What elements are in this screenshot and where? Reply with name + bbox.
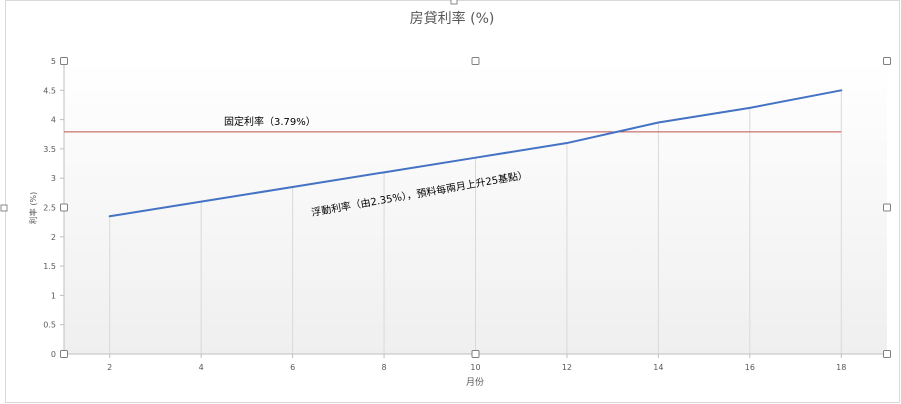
x-tick-label: 2 [107,363,112,372]
y-axis-label: 利率 (%) [28,192,38,224]
y-tick-label: 0.5 [43,321,56,330]
x-tick-labels: 2 4 6 8 10 12 14 16 18 [107,354,846,372]
frame-handle-top[interactable] [450,0,458,5]
fixed-rate-annotation: 固定利率（3.79%） [224,115,316,128]
x-tick-label: 12 [562,363,572,372]
x-tick-label: 6 [290,363,295,372]
y-tick-label: 3.5 [43,145,56,154]
resize-handle[interactable] [60,57,68,65]
y-tick-label: 4 [51,116,56,125]
y-tick-label: 2.5 [43,204,56,213]
vertical-gridlines [109,90,842,354]
resize-handle[interactable] [471,57,480,65]
selection-handles[interactable] [60,57,891,358]
x-axis-label: 月份 [466,376,484,388]
y-tick-label: 4.5 [43,86,56,95]
resize-handle[interactable] [883,350,891,358]
resize-handle[interactable] [883,57,891,65]
frame-handle-left[interactable] [0,204,8,212]
x-tick-label: 18 [836,363,846,372]
chart-title: 房貸利率 (%) [410,10,495,27]
series-group [108,89,843,218]
x-tick-label: 8 [382,363,387,372]
y-tick-label: 2 [51,233,56,242]
floating-rate-line [108,89,843,218]
y-tick-label: 1 [51,291,56,300]
y-tick-label: 1.5 [43,262,56,271]
y-tick-label: 3 [51,174,56,183]
resize-handle[interactable] [60,203,68,212]
y-tick-label: 5 [51,57,56,66]
resize-handle[interactable] [883,203,891,212]
y-tick-label: 0 [51,350,56,359]
x-tick-label: 4 [199,363,204,372]
resize-handle[interactable] [471,350,480,358]
x-tick-label: 10 [470,363,480,372]
x-tick-label: 14 [653,363,663,372]
x-tick-label: 16 [745,363,755,372]
resize-handle[interactable] [60,350,68,358]
